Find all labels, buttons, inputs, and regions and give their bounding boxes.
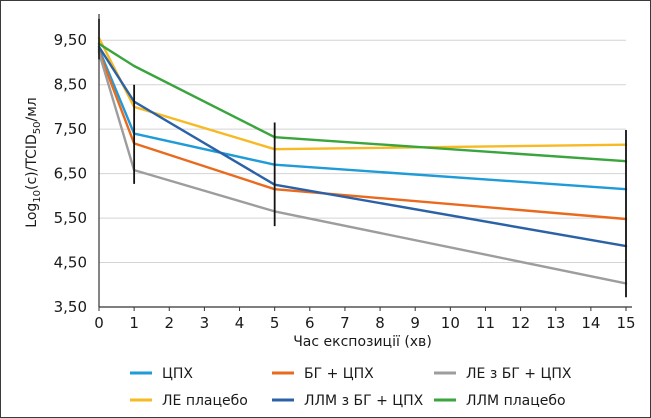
series-line — [97, 45, 628, 248]
x-tick-label: 6 — [305, 314, 315, 332]
series-line — [97, 47, 628, 191]
x-tick-label: 9 — [410, 314, 420, 332]
x-tick-label: 4 — [235, 314, 245, 332]
x-tick-label: 3 — [200, 314, 210, 332]
legend-label: ЛЛМ з БГ + ЦПХ — [304, 393, 424, 409]
y-axis-label-end: /мл — [24, 97, 40, 121]
legend-label: ЛЛМ плацебо — [466, 393, 566, 409]
x-tick-labels: 0 1 2 3 4 5 6 7 8 9 10 11 12 13 14 15 — [94, 314, 635, 332]
y-tick-label: 8,50 — [54, 76, 87, 94]
series-line — [97, 42, 628, 163]
x-tick-label: 10 — [441, 314, 460, 332]
gridlines — [99, 39, 626, 264]
x-tick-label: 11 — [476, 314, 495, 332]
x-tick-label: 5 — [270, 314, 280, 332]
x-tick-label: 8 — [375, 314, 385, 332]
y-tick-label: 7,50 — [54, 120, 87, 138]
series-line — [97, 51, 628, 285]
legend-label: ЦПХ — [162, 366, 193, 382]
legend-label: ЛЕ плацебо — [162, 393, 248, 409]
x-tick-label: 2 — [164, 314, 174, 332]
y-tick-label: 4,50 — [54, 254, 87, 272]
y-axis-label-sub1: 10 — [32, 190, 43, 203]
legend-label: БГ + ЦПХ — [304, 366, 374, 382]
y-axis-label-sub2: 50 — [32, 121, 43, 134]
legend-label: ЛЕ з БГ + ЦПХ — [466, 366, 572, 382]
legend: ЦПХ БГ + ЦПХ ЛЕ з БГ + ЦПХ ЛЕ плацебо ЛЛМ з … — [130, 366, 572, 409]
x-axis-label: Час експозиції (хв) — [293, 334, 432, 350]
y-tick-label: 6,50 — [54, 165, 87, 183]
x-tick-label: 1 — [129, 314, 139, 332]
series-line — [97, 50, 628, 221]
y-axis-label-mid: (c)/TCID — [24, 134, 40, 190]
axes — [98, 14, 632, 311]
x-tick-label: 15 — [616, 314, 635, 332]
y-tick-labels: 3,50 4,50 5,50 6,50 7,50 8,50 9,50 — [54, 31, 87, 316]
series-lines — [97, 36, 628, 285]
y-axis-label-base: Log — [24, 203, 40, 228]
series-line — [97, 36, 628, 151]
y-tick-label: 9,50 — [54, 31, 87, 49]
x-tick-label: 14 — [581, 314, 600, 332]
x-tick-label: 13 — [546, 314, 565, 332]
x-tick-label: 12 — [511, 314, 530, 332]
x-tick-label: 7 — [340, 314, 350, 332]
y-tick-label: 5,50 — [54, 209, 87, 227]
x-tick-label: 0 — [94, 314, 104, 332]
y-axis-label: Log10(c)/TCID50/мл — [24, 97, 43, 227]
y-tick-label: 3,50 — [54, 298, 87, 316]
